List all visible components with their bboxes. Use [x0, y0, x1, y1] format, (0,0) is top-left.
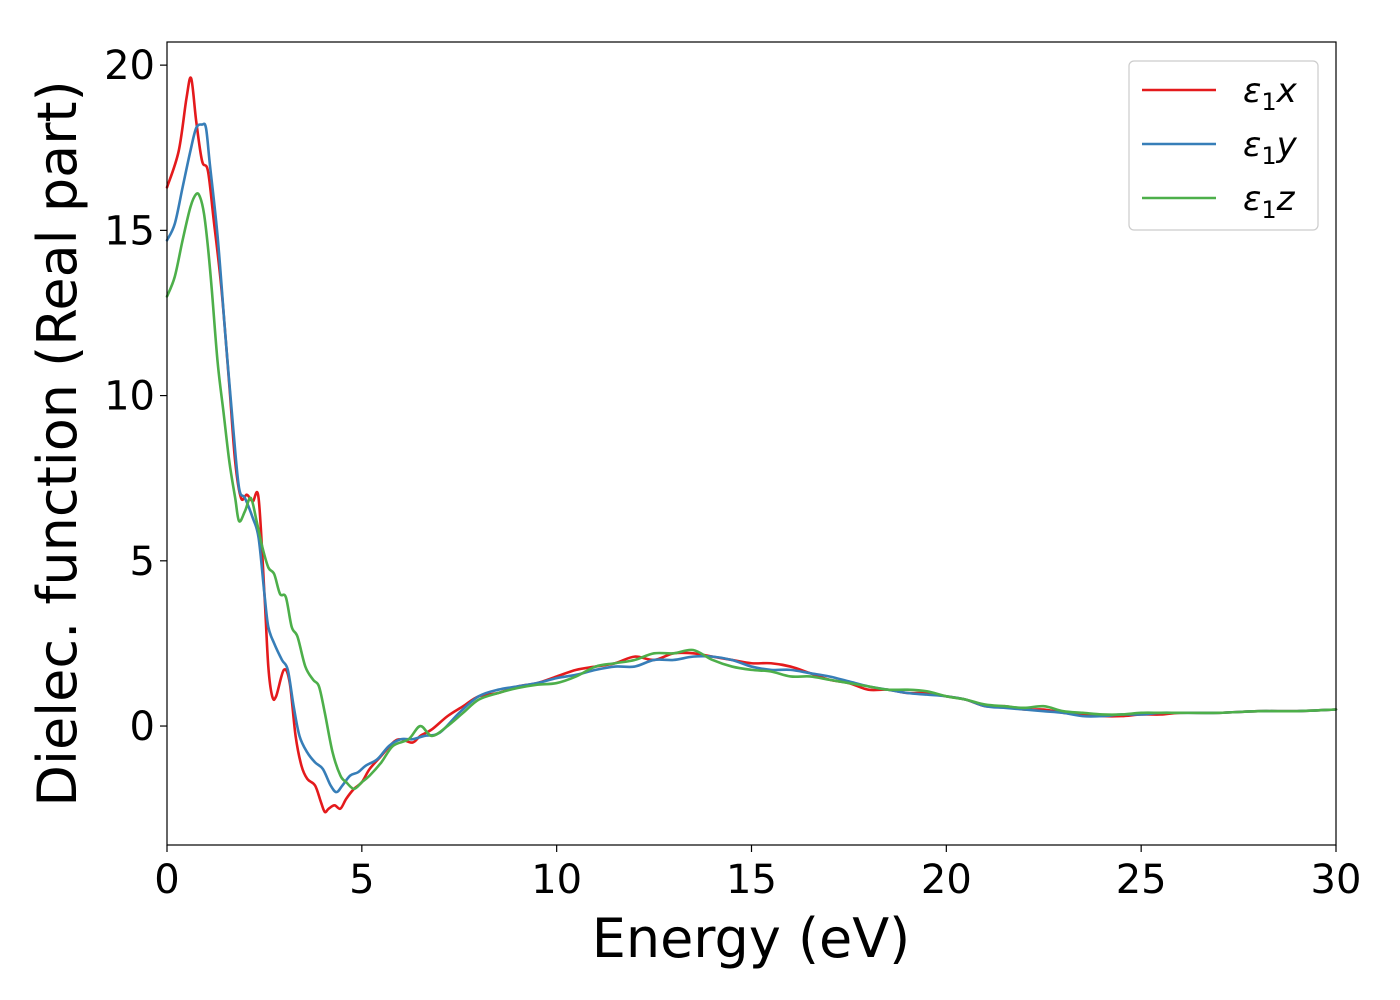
x-tick-label: 5: [349, 857, 374, 903]
y-tick-label: 15: [104, 208, 155, 254]
x-tick-label: 30: [1311, 857, 1362, 903]
y-axis-label: Dielec. function (Real part): [26, 80, 89, 806]
y-tick-label: 20: [104, 43, 155, 89]
series-line-y: [165, 122, 1338, 794]
series-line-z: [165, 192, 1338, 791]
legend-items: ε1x ε1y ε1z: [1142, 71, 1298, 224]
legend-frame: [1128, 60, 1319, 231]
y-tick-label: 5: [130, 539, 155, 585]
x-tick-label: 20: [921, 857, 972, 903]
ticks-layer: 0 5 10 15 20 25 30 0 5 10 15 20: [104, 43, 1361, 903]
legend-label-x: ε1x: [1243, 71, 1298, 116]
x-tick-label: 15: [726, 857, 777, 903]
x-tick-label: 25: [1116, 857, 1167, 903]
series-layer: [165, 76, 1338, 814]
x-tick-label: 10: [531, 857, 582, 903]
x-axis-label: Energy (eV): [592, 907, 911, 970]
legend-label-y: ε1y: [1243, 125, 1298, 170]
y-tick-label: 0: [130, 704, 155, 750]
legend-label-z: ε1z: [1243, 179, 1296, 224]
legend: ε1x ε1y ε1z: [1128, 60, 1319, 231]
y-tick-label: 10: [104, 374, 155, 420]
x-tick-label: 0: [154, 857, 179, 903]
